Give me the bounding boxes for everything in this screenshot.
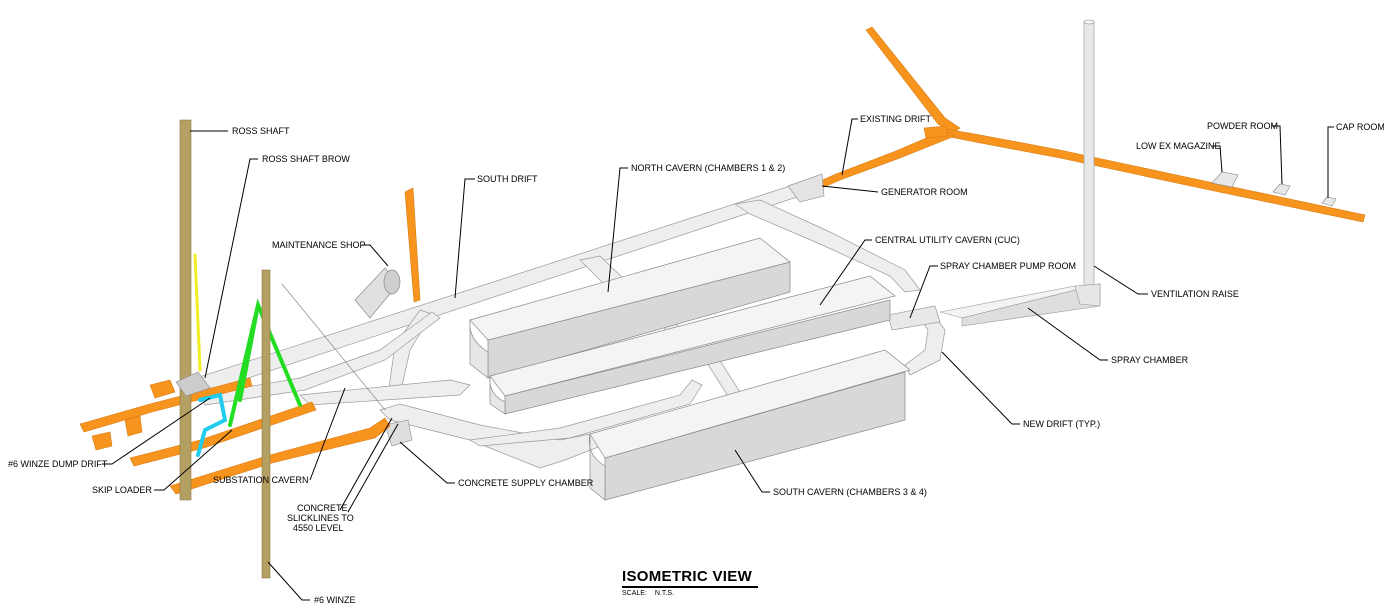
leader-ventilation-raise (1093, 265, 1148, 295)
label-spray-chamber: SPRAY CHAMBER (1111, 355, 1189, 365)
label-substation: SUBSTATION CAVERN (213, 475, 309, 485)
cap-room-block (1321, 196, 1337, 207)
west-drift-stub-1 (149, 379, 176, 399)
shaft-features (193, 253, 302, 457)
west-drift-stub-3 (124, 415, 143, 437)
leader-lines (102, 118, 1334, 601)
leader-south-cavern (734, 449, 770, 493)
label-north-cavern: NORTH CAVERN (CHAMBERS 1 & 2) (631, 163, 785, 173)
leader-new-drift (941, 351, 1020, 425)
leader-low-ex (1212, 145, 1223, 173)
powder-room-block (1272, 183, 1291, 196)
label-generator-room: GENERATOR ROOM (881, 187, 968, 197)
spray-pump-room-block (887, 305, 941, 331)
label-concrete-supply: CONCRETE SUPPLY CHAMBER (458, 478, 594, 488)
leader-concrete-supply (399, 441, 455, 484)
cyan-feature (196, 392, 228, 457)
winze-6-shaft (261, 269, 271, 579)
leader-spray-chamber (1027, 307, 1108, 361)
ventilation-raise-shaft (1083, 21, 1095, 291)
label-existing-drift: EXISTING DRIFT (860, 114, 932, 124)
label-powder-room: POWDER ROOM (1207, 121, 1278, 131)
label-skip-loader: SKIP LOADER (92, 485, 152, 495)
leader-powder-room (1272, 125, 1283, 185)
existing-drift-southwest-branch (817, 129, 956, 189)
generator-room-block (787, 173, 825, 203)
leader-maintenance-shop (362, 244, 389, 267)
north-cavern (469, 237, 791, 379)
central-utility-cavern (489, 275, 896, 415)
cuc-end (489, 375, 506, 415)
label-maintenance-shop: MAINTENANCE SHOP (272, 240, 366, 250)
ventilation-raise-top (1083, 19, 1095, 25)
label-concrete-2: SLICKLINES TO (287, 513, 354, 523)
label-cuc: CENTRAL UTILITY CAVERN (CUC) (875, 235, 1020, 245)
spray-chamber (939, 283, 1101, 327)
winze-dump-drift-upper (79, 377, 253, 433)
leader-winze6 (267, 561, 310, 601)
leader-ross-shaft-brow (204, 158, 258, 379)
label-concrete-3: 4550 LEVEL (293, 523, 344, 533)
label-ross-shaft-brow: ROSS SHAFT BROW (262, 154, 350, 164)
labels: ROSS SHAFT ROSS SHAFT BROW MAINTENANCE S… (8, 114, 1384, 605)
label-ross-shaft: ROSS SHAFT (232, 126, 290, 136)
ross-shaft (179, 119, 192, 501)
west-drift-stub-2 (91, 431, 113, 451)
label-ventilation-raise: VENTILATION RAISE (1151, 289, 1239, 299)
existing-drift-stub (923, 125, 949, 139)
maintenance-shop-end (383, 269, 401, 295)
ventilation-raise (1083, 19, 1095, 291)
leader-concrete-slicklines-a (339, 417, 393, 511)
label-concrete-1: CONCRETE (297, 503, 348, 513)
south-drift-orange (404, 187, 421, 303)
scale-note: SCALE: N.T.S. (622, 590, 682, 597)
low-ex-magazine-block (1211, 171, 1239, 188)
label-cap-room: CAP ROOM (1336, 122, 1384, 132)
leader-existing-drift (841, 118, 858, 176)
leader-skip-loader (154, 429, 233, 491)
scale-value: N.T.S. (654, 590, 674, 597)
label-winze-dump-drift: #6 WINZE DUMP DRIFT (8, 459, 108, 469)
south-cavern-roof (589, 349, 911, 459)
scale-label: SCALE: (622, 590, 647, 597)
existing-drift-main (939, 127, 1366, 223)
label-south-cavern: SOUTH CAVERN (CHAMBERS 3 & 4) (773, 487, 927, 497)
leader-generator-room (821, 185, 879, 193)
north-east-drift (734, 199, 921, 293)
leader-north-cavern (607, 167, 628, 293)
north-cavern-roof (469, 237, 791, 341)
label-winze6: #6 WINZE (314, 595, 356, 605)
yellow-feature (193, 253, 202, 372)
skip-loader-drift (169, 417, 391, 495)
label-south-drift: SOUTH DRIFT (477, 174, 538, 184)
label-spray-pump-room: SPRAY CHAMBER PUMP ROOM (940, 261, 1076, 271)
leader-cuc (819, 239, 872, 306)
south-cavern-end (589, 433, 606, 501)
north-cavern-end (469, 319, 489, 379)
south-return-drift (468, 379, 703, 447)
shafts (175, 119, 271, 579)
spray-chamber-end (1074, 283, 1101, 307)
south-cavern (589, 349, 911, 501)
leader-winze-dump-drift (102, 397, 211, 465)
cuc-roof (489, 275, 896, 397)
label-new-drift: NEW DRIFT (TYP.) (1023, 419, 1100, 429)
diagram-title: ISOMETRIC VIEW (622, 568, 759, 588)
leader-substation (309, 387, 346, 481)
maintenance-shop (354, 267, 401, 319)
leader-cap-room (1327, 126, 1334, 198)
green-feature (228, 298, 302, 427)
ross-shaft-brow-block (175, 371, 211, 397)
west-link-drift (299, 379, 471, 406)
leader-south-drift (454, 178, 475, 299)
leader-concrete-slicklines-b (347, 423, 399, 513)
magazine-rooms (1211, 171, 1337, 207)
label-low-ex: LOW EX MAGAZINE (1136, 141, 1221, 151)
existing-drift-northwest-branch (865, 26, 961, 134)
leader-spray-pump-room (909, 265, 938, 319)
guide-line (281, 283, 386, 411)
